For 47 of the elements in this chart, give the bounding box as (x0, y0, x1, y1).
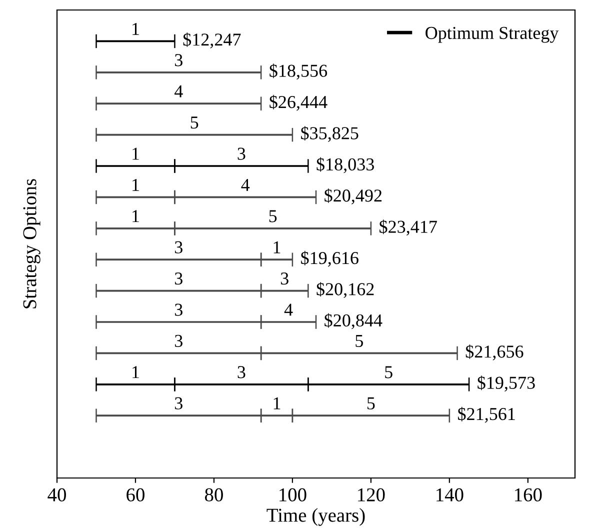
annotation: $20,162 (316, 282, 374, 298)
annotation: 3 (175, 304, 182, 316)
annotation: 5 (385, 366, 392, 378)
annotation: 1 (132, 366, 139, 378)
x-tick-label: 60 (126, 488, 144, 502)
annotation: $21,656 (466, 344, 524, 360)
annotation: $20,492 (324, 188, 382, 204)
annotation: $26,444 (270, 94, 328, 111)
annotation: $12,247 (183, 32, 241, 48)
annotation: 4 (174, 85, 183, 98)
annotation: $21,561 (458, 406, 515, 423)
annotation: 5 (190, 116, 198, 129)
x-tick-label: 140 (436, 488, 464, 502)
x-tick-label: 80 (204, 488, 223, 502)
annotation: 3 (175, 241, 182, 254)
annotation: 1 (132, 178, 139, 191)
annotation: 3 (175, 397, 182, 410)
annotation: $18,033 (316, 157, 374, 174)
annotation: $18,556 (270, 64, 328, 80)
annotation: 1 (132, 148, 139, 160)
x-tick-label: 100 (280, 488, 306, 502)
x-tick-label: 160 (515, 488, 542, 502)
annotation: $35,825 (301, 126, 358, 142)
annotation: $20,844 (324, 313, 382, 330)
annotation: $19,616 (301, 250, 358, 267)
annotation: 3 (175, 54, 182, 66)
annotation: 3 (175, 272, 182, 285)
annotation: 1 (132, 22, 139, 35)
annotation: 3 (175, 334, 182, 348)
annotation: 3 (280, 272, 288, 285)
legend-label: Optimum Strategy (426, 26, 559, 43)
annotation: 5 (356, 335, 363, 348)
y-axis-title: Strategy Options (23, 179, 40, 308)
x-tick-label: 120 (358, 488, 385, 502)
annotation: 3 (238, 148, 246, 160)
annotation: 3 (238, 366, 246, 378)
annotation: 1 (132, 210, 139, 222)
annotation: 4 (284, 304, 293, 316)
annotation: 1 (274, 241, 280, 254)
annotation: 1 (274, 397, 280, 410)
annotation: 5 (367, 397, 375, 410)
annotation: 4 (241, 178, 250, 191)
annotation: $23,417 (380, 220, 437, 236)
x-tick-label: 40 (48, 488, 66, 502)
annotation: 5 (269, 210, 277, 222)
annotation: $19,573 (478, 376, 535, 392)
x-axis-title: Time (years) (266, 508, 365, 526)
